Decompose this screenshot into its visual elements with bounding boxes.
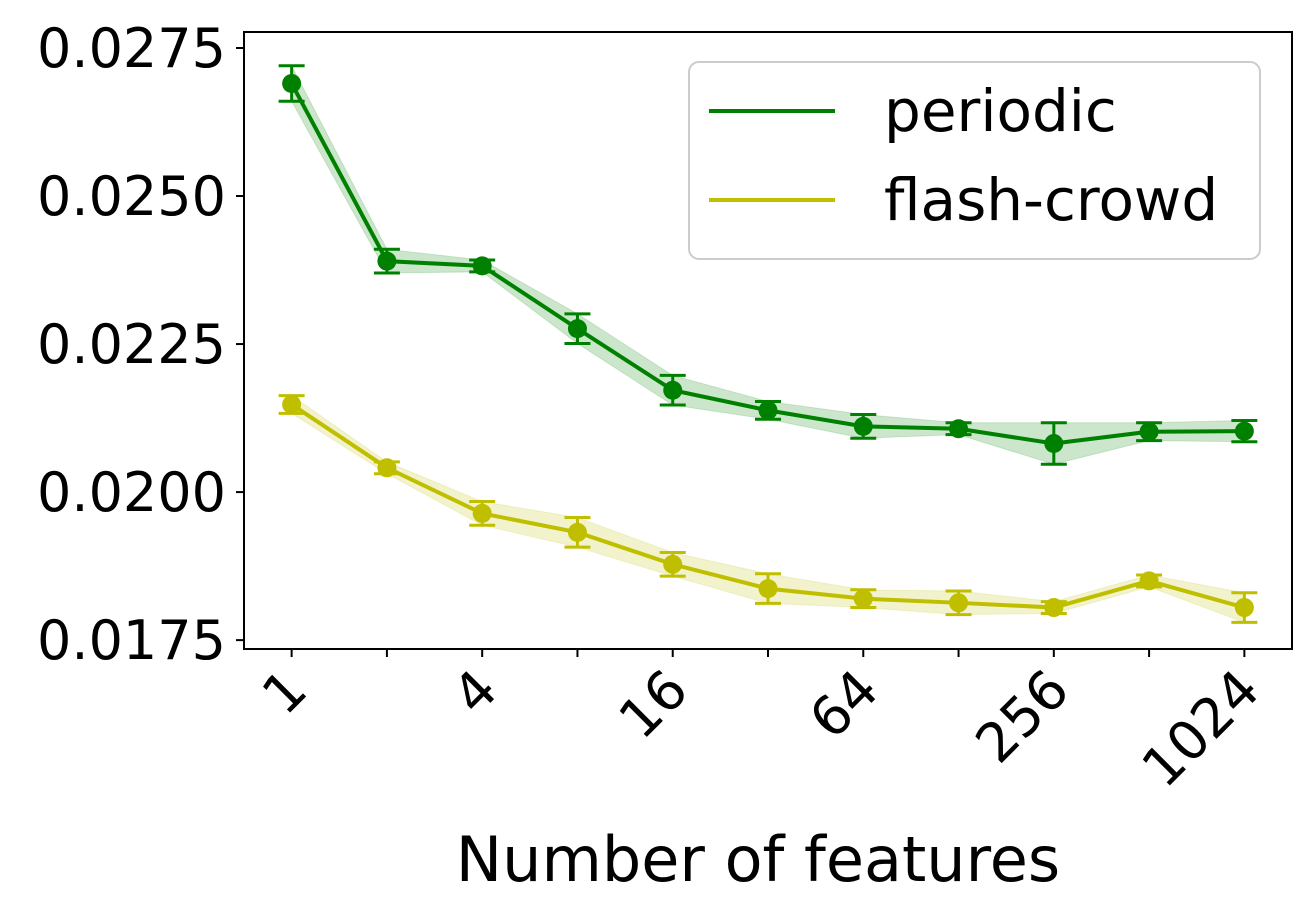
x-tick-label: 256 — [964, 658, 1081, 775]
x-axis-title: Number of features — [456, 823, 1060, 896]
x-tick-label: 1 — [250, 658, 319, 727]
periodic-point — [949, 419, 969, 439]
y-tick-label: 0.0200 — [37, 461, 226, 524]
periodic-point — [1139, 422, 1159, 442]
periodic-point — [1234, 421, 1254, 441]
x-tick-label: 16 — [607, 658, 700, 751]
data-points — [282, 74, 1254, 618]
y-axis: 0.0175 0.0200 0.0225 0.0250 0.0275 — [37, 17, 244, 672]
x-tick-label: 1024 — [1130, 658, 1272, 800]
flash-crowd-point — [282, 394, 302, 414]
flash-crowd-point — [949, 593, 969, 613]
periodic-point — [377, 251, 397, 271]
flash-crowd-point — [567, 522, 587, 542]
periodic-point — [853, 416, 873, 436]
flash-crowd-point — [663, 554, 683, 574]
x-tick-label: 4 — [441, 658, 510, 727]
flash-crowd-point — [377, 458, 397, 478]
periodic-point — [567, 319, 587, 339]
legend-label-periodic: periodic — [884, 77, 1117, 145]
flash-crowd-point — [758, 579, 778, 599]
y-tick-label: 0.0250 — [37, 165, 226, 228]
flash-crowd-point — [853, 589, 873, 609]
periodic-point — [663, 380, 683, 400]
periodic-point — [282, 74, 302, 94]
x-tick-label: 64 — [797, 658, 890, 751]
periodic-point — [472, 256, 492, 276]
flash-crowd-point — [1139, 571, 1159, 591]
legend-label-flash-crowd: flash-crowd — [884, 166, 1218, 234]
periodic-point — [758, 400, 778, 420]
periodic-point — [1044, 434, 1064, 454]
flash-crowd-point — [1234, 598, 1254, 618]
flash-crowd-point — [472, 503, 492, 523]
y-tick-label: 0.0225 — [37, 313, 226, 376]
x-axis: 1 4 16 64 256 1024 — [250, 649, 1272, 799]
flash-crowd-point — [1044, 598, 1064, 618]
y-tick-label: 0.0175 — [37, 609, 226, 672]
y-tick-label: 0.0275 — [37, 17, 226, 80]
legend: periodic flash-crowd — [688, 61, 1261, 260]
